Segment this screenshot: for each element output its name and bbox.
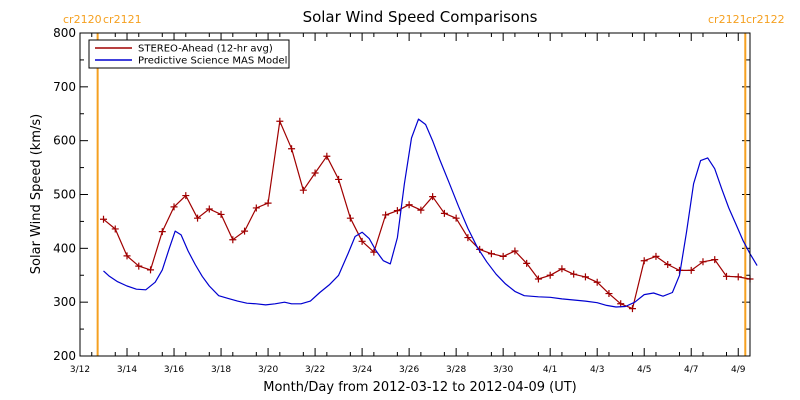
- data-point-marker: [288, 145, 296, 153]
- x-tick-label: 3/12: [70, 365, 90, 375]
- data-point-marker: [264, 199, 272, 207]
- data-point-marker: [205, 205, 213, 213]
- x-tick-label: 3/30: [493, 365, 513, 375]
- data-point-marker: [241, 227, 249, 235]
- axis-ticks: [79, 32, 750, 357]
- data-point-marker: [135, 262, 143, 270]
- data-point-marker: [147, 266, 155, 274]
- carrington-markers: [96, 33, 747, 356]
- data-point-marker: [194, 214, 202, 222]
- data-point-marker: [217, 210, 225, 218]
- y-tick-label: 800: [53, 26, 76, 40]
- data-point-marker: [252, 204, 260, 212]
- legend-label-model: Predictive Science MAS Model: [138, 56, 287, 67]
- carrington-label-right-1: cr2121: [103, 13, 142, 26]
- y-tick-label: 700: [53, 80, 76, 94]
- data-point-marker: [170, 203, 178, 211]
- data-point-marker: [605, 290, 613, 298]
- series-lines: [100, 117, 758, 313]
- data-point-marker: [346, 214, 354, 222]
- y-tick-label: 200: [53, 349, 76, 363]
- data-point-marker: [534, 275, 542, 283]
- data-point-marker: [722, 272, 730, 280]
- data-point-marker: [464, 234, 472, 242]
- legend: STEREO-Ahead (12-hr avg) Predictive Scie…: [88, 39, 290, 69]
- data-point-marker: [382, 211, 390, 219]
- y-axis-label: Solar Wind Speed (km/s): [29, 114, 44, 274]
- data-point-marker: [429, 193, 437, 201]
- y-tick-label: 500: [53, 188, 76, 202]
- x-tick-label: 3/14: [117, 365, 137, 375]
- data-point-marker: [276, 117, 284, 125]
- x-tick-label: 4/7: [684, 365, 698, 375]
- y-tick-label: 600: [53, 134, 76, 148]
- data-point-marker: [182, 192, 190, 200]
- data-point-marker: [229, 236, 237, 244]
- data-point-marker: [335, 175, 343, 183]
- data-point-marker: [100, 215, 108, 223]
- data-point-marker: [593, 278, 601, 286]
- data-point-marker: [581, 273, 589, 281]
- data-point-marker: [323, 152, 331, 160]
- data-point-marker: [123, 252, 131, 260]
- data-point-marker: [499, 252, 507, 260]
- data-point-marker: [487, 250, 495, 258]
- data-point-marker: [405, 201, 413, 209]
- data-point-marker: [546, 271, 554, 279]
- data-point-marker: [640, 257, 648, 265]
- carrington-label-left-1: cr2120: [63, 13, 102, 26]
- x-tick-label: 3/16: [164, 365, 184, 375]
- chart-title: Solar Wind Speed Comparisons: [303, 8, 538, 26]
- series-line-mas-model: [103, 118, 758, 308]
- data-point-marker: [523, 259, 531, 267]
- data-point-marker: [699, 258, 707, 266]
- plot-frame: [79, 32, 751, 357]
- data-point-marker: [628, 305, 636, 313]
- data-point-marker: [299, 186, 307, 194]
- data-point-marker: [687, 266, 695, 274]
- x-tick-label: 3/24: [352, 365, 372, 375]
- carrington-label-left-2: cr2121: [708, 13, 747, 26]
- data-point-marker: [511, 247, 519, 255]
- y-tick-label: 400: [53, 241, 76, 255]
- x-tick-label: 3/26: [399, 365, 419, 375]
- legend-box: [88, 39, 290, 69]
- data-point-marker: [652, 252, 660, 260]
- data-point-marker: [158, 228, 166, 236]
- x-tick-label: 3/20: [258, 365, 278, 375]
- data-point-marker: [111, 225, 119, 233]
- data-point-marker: [311, 169, 319, 177]
- x-tick-label: 4/9: [731, 365, 746, 375]
- data-point-marker: [558, 265, 566, 273]
- x-axis-label: Month/Day from 2012-03-12 to 2012-04-09 …: [263, 380, 576, 395]
- data-point-marker: [570, 270, 578, 278]
- data-point-marker: [452, 214, 460, 222]
- data-point-marker: [617, 300, 625, 308]
- tick-labels: 200 300 400 500 600 700 800 3/12 3/14 3/16 3/18 3/2…: [53, 26, 746, 375]
- data-point-marker: [417, 206, 425, 214]
- x-tick-label: 3/22: [305, 365, 325, 375]
- x-tick-label: 4/1: [543, 365, 557, 375]
- x-tick-label: 4/3: [590, 365, 604, 375]
- data-point-marker: [711, 256, 719, 264]
- carrington-label-right-2: cr2122: [746, 13, 785, 26]
- data-point-marker: [734, 273, 742, 281]
- series-line-stereo-ahead: [103, 120, 751, 310]
- x-tick-label: 4/5: [637, 365, 651, 375]
- x-tick-label: 3/28: [446, 365, 466, 375]
- data-point-marker: [440, 209, 448, 217]
- legend-label-stereo: STEREO-Ahead (12-hr avg): [138, 44, 273, 55]
- data-point-marker: [370, 248, 378, 256]
- data-point-marker: [664, 260, 672, 268]
- data-point-marker: [358, 237, 366, 245]
- data-point-marker: [393, 207, 401, 215]
- y-tick-label: 300: [53, 295, 76, 309]
- x-tick-label: 3/18: [211, 365, 231, 375]
